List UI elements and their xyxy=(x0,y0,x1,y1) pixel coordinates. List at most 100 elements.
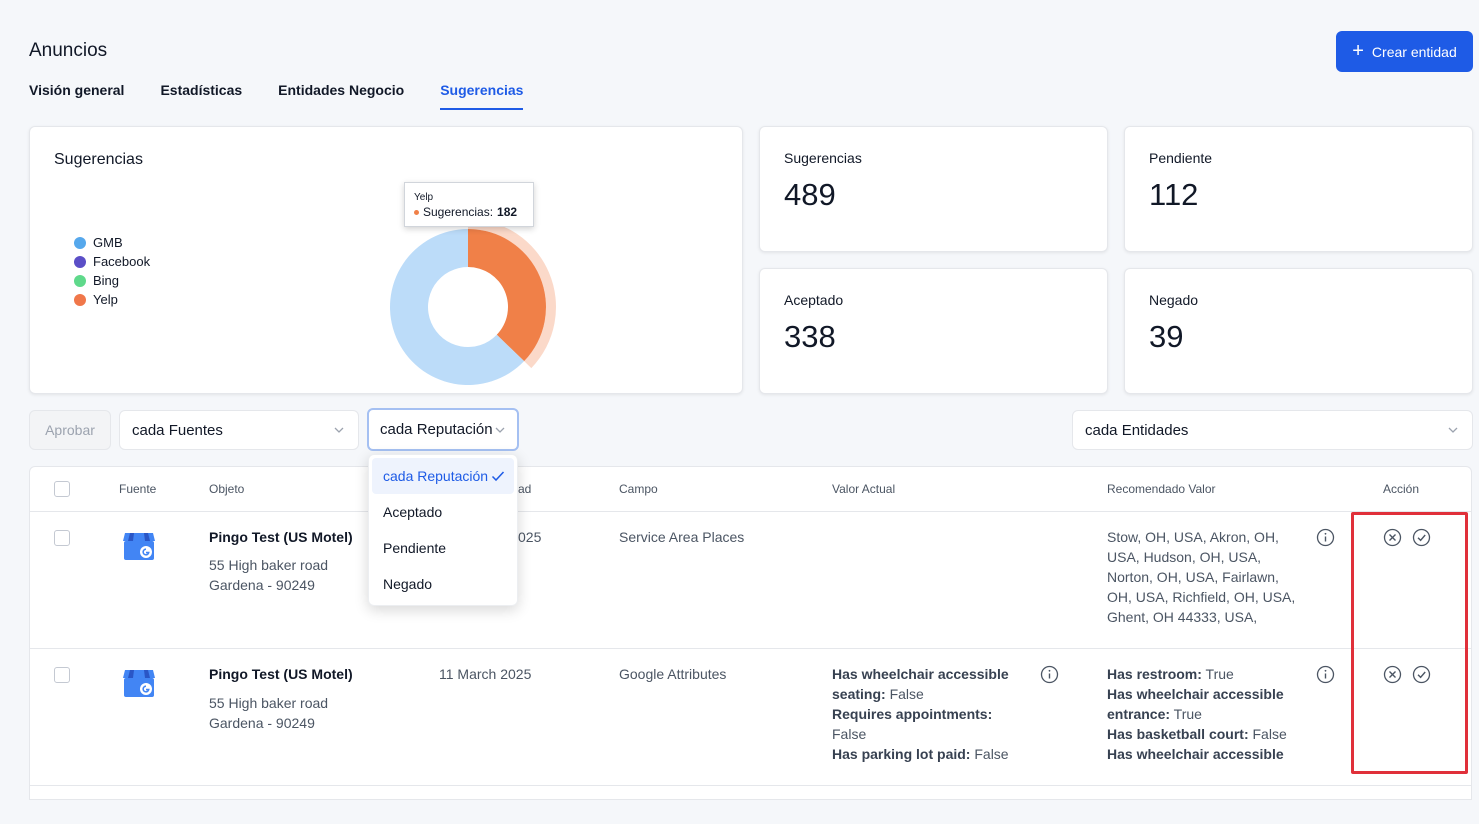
donut-slice-yelp[interactable] xyxy=(468,229,546,362)
plus-icon: + xyxy=(1352,39,1364,62)
column-header-action: Acción xyxy=(1383,482,1420,496)
stat-value: 112 xyxy=(1149,177,1199,212)
legend-item[interactable]: Bing xyxy=(74,271,150,290)
legend-item[interactable]: GMB xyxy=(74,233,150,252)
recommended-line: USA, Hudson, OH, USA, xyxy=(1107,549,1262,565)
row-checkbox[interactable] xyxy=(54,530,70,546)
recommended-line: Has basketball court: False xyxy=(1107,726,1287,742)
column-header-date[interactable]: ad xyxy=(518,482,532,496)
row-checkbox[interactable] xyxy=(54,667,70,683)
stat-label: Aceptado xyxy=(784,292,844,308)
current-value-line: Has wheelchair accessible xyxy=(832,666,1009,682)
tab-business-entities[interactable]: Entidades Negocio xyxy=(278,82,405,98)
stat-label: Pendiente xyxy=(1149,150,1213,166)
date-cell: 025 xyxy=(518,529,542,545)
accept-icon[interactable] xyxy=(1412,528,1431,547)
accept-icon[interactable] xyxy=(1412,665,1431,684)
object-address-line1: 55 High baker road xyxy=(209,695,329,711)
recommended-value-cell: Has restroom: True Has wheelchair access… xyxy=(1107,664,1287,764)
stat-card-suggestions: Sugerencias 489 xyxy=(759,126,1108,252)
stat-card-accepted: Aceptado 338 xyxy=(759,268,1108,394)
suggestions-table: Fuente Objeto ad Campo Valor Actual Reco… xyxy=(29,466,1472,800)
legend-label: GMB xyxy=(93,235,123,250)
reputation-select-value: cada Reputación xyxy=(380,421,493,438)
recommended-line: OH, USA, Richfield, OH, USA, xyxy=(1107,589,1296,605)
tooltip-value: 182 xyxy=(497,205,518,219)
row-divider xyxy=(30,785,1471,786)
legend-color-dot xyxy=(74,274,86,287)
object-address-line2: Gardena - 90249 xyxy=(209,715,315,731)
chevron-down-icon xyxy=(334,427,344,433)
create-entity-label: Crear entidad xyxy=(1371,43,1457,60)
tooltip-color-dot xyxy=(414,209,419,215)
sources-select[interactable]: cada Fuentes xyxy=(119,410,359,450)
donut-slice-halo xyxy=(468,219,556,369)
date-cell: 11 March 2025 xyxy=(439,666,532,682)
recommended-line: entrance: True xyxy=(1107,706,1202,722)
dropdown-option-all[interactable]: cada Reputación xyxy=(372,458,514,494)
dropdown-option-denied[interactable]: Negado xyxy=(383,576,433,592)
info-icon[interactable] xyxy=(1316,665,1335,684)
object-name[interactable]: Pingo Test (US Motel) xyxy=(209,666,353,682)
legend-color-dot xyxy=(74,293,86,306)
info-icon[interactable] xyxy=(1040,665,1059,684)
column-header-object[interactable]: Objeto xyxy=(209,482,245,496)
tab-statistics[interactable]: Estadísticas xyxy=(160,82,243,98)
donut-chart[interactable] xyxy=(360,217,560,387)
recommended-value-cell: Stow, OH, USA, Akron, OH, USA, Hudson, O… xyxy=(1107,527,1295,627)
reject-icon[interactable] xyxy=(1383,528,1402,547)
tooltip-source: Yelp xyxy=(414,192,434,203)
donut-slice-gmb[interactable] xyxy=(390,229,525,385)
tab-suggestions[interactable]: Sugerencias xyxy=(440,82,524,110)
tab-overview[interactable]: Visión general xyxy=(29,82,125,98)
column-header-source[interactable]: Fuente xyxy=(119,482,157,496)
chart-tooltip: Yelp Sugerencias: 182 xyxy=(404,182,534,227)
select-all-checkbox[interactable] xyxy=(54,481,70,497)
current-value-line: Has parking lot paid: False xyxy=(832,746,1009,762)
page-title: Anuncios xyxy=(29,40,108,61)
info-icon[interactable] xyxy=(1316,528,1335,547)
column-header-current-value[interactable]: Valor Actual xyxy=(832,482,896,496)
entities-select-value: cada Entidades xyxy=(1085,421,1189,439)
tooltip-label: Sugerencias: xyxy=(423,205,494,219)
tooltip-row: Sugerencias: 182 xyxy=(414,205,533,219)
stat-card-pending: Pendiente 112 xyxy=(1124,126,1473,252)
column-header-recommended-value[interactable]: Recomendado Valor xyxy=(1107,482,1216,496)
field-cell: Service Area Places xyxy=(619,529,745,545)
legend-item[interactable]: Facebook xyxy=(74,252,150,271)
dropdown-option-accepted[interactable]: Aceptado xyxy=(383,504,443,520)
google-my-business-icon xyxy=(123,533,155,560)
chart-title: Sugerencias xyxy=(54,151,143,168)
dropdown-option-pending[interactable]: Pendiente xyxy=(383,540,447,556)
recommended-line: Ghent, OH 44333, USA, xyxy=(1107,609,1258,625)
stat-label: Sugerencias xyxy=(784,150,862,166)
recommended-line: Stow, OH, USA, Akron, OH, xyxy=(1107,529,1279,545)
stat-value: 39 xyxy=(1149,319,1184,354)
current-value-line: seating: False xyxy=(832,686,924,702)
reputation-select[interactable]: cada Reputación xyxy=(367,408,519,451)
legend-item[interactable]: Yelp xyxy=(74,290,150,309)
legend-label: Facebook xyxy=(93,254,151,269)
header-divider xyxy=(30,511,1471,512)
sources-select-value: cada Fuentes xyxy=(132,421,223,439)
recommended-line: Has wheelchair accessible xyxy=(1107,686,1284,702)
reject-icon[interactable] xyxy=(1383,665,1402,684)
object-name[interactable]: Pingo Test (US Motel) xyxy=(209,529,353,545)
stat-value: 489 xyxy=(784,177,836,212)
object-address-line1: 55 High baker road xyxy=(209,557,329,573)
tab-bar: Visión general Estadísticas Entidades Ne… xyxy=(29,82,524,110)
legend-label: Bing xyxy=(93,273,120,288)
reputation-dropdown-menu: cada Reputación Aceptado Pendiente Negad… xyxy=(368,454,518,606)
recommended-line: Has restroom: True xyxy=(1107,666,1234,682)
check-icon xyxy=(491,471,505,482)
column-header-field[interactable]: Campo xyxy=(619,482,658,496)
current-value-line: Requires appointments: xyxy=(832,706,993,722)
approve-button[interactable]: Aprobar xyxy=(29,410,111,450)
create-entity-button[interactable]: + Crear entidad xyxy=(1336,31,1473,72)
stat-label: Negado xyxy=(1149,292,1199,308)
recommended-line: Norton, OH, USA, Fairlawn, xyxy=(1107,569,1279,585)
legend-color-dot xyxy=(74,255,86,268)
entities-select[interactable]: cada Entidades xyxy=(1072,410,1473,450)
current-value-cell: Has wheelchair accessible seating: False… xyxy=(832,664,1009,764)
legend-color-dot xyxy=(74,236,86,249)
